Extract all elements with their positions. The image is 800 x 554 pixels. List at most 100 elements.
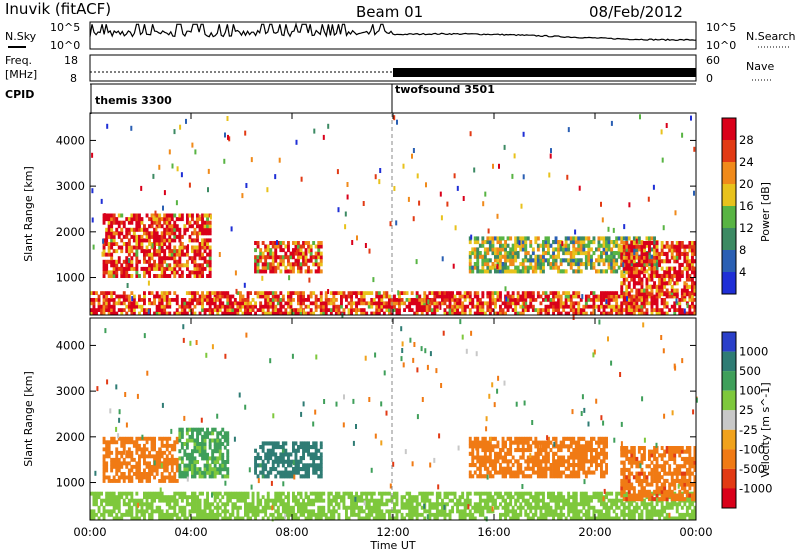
velocity-cell: [516, 498, 520, 503]
velocity-cell: [547, 502, 550, 507]
power-cell: [122, 294, 126, 299]
power-cell: [271, 262, 275, 267]
velocity-cell: [630, 502, 634, 507]
velocity-cell: [488, 495, 492, 500]
power-cell: [120, 245, 124, 250]
velocity-cell: [148, 464, 151, 469]
power-cell: [405, 291, 409, 295]
power-cell: [297, 251, 300, 256]
power-cell: [302, 258, 305, 263]
velocity-cell: [287, 474, 290, 479]
power-cell: [410, 291, 414, 295]
power-cell: [165, 220, 169, 225]
velocity-cell: [140, 498, 144, 503]
velocity-cell: [183, 509, 187, 514]
velocity-cell: [120, 440, 124, 445]
power-cell: [132, 298, 136, 302]
power-cell: [693, 284, 697, 289]
velocity-cell: [486, 505, 490, 510]
power-cell: [105, 294, 109, 299]
power-cell: [433, 294, 437, 299]
velocity-cell: [408, 509, 412, 514]
velocity-cell: [228, 491, 232, 496]
velocity-cell: [150, 509, 154, 514]
power-cell: [491, 298, 495, 302]
power-cell: [173, 252, 177, 257]
power-cell: [481, 304, 485, 309]
power-cell: [284, 265, 288, 270]
velocity-cell: [403, 505, 406, 510]
velocity-cell: [143, 475, 146, 480]
power-cell: [201, 304, 204, 309]
power-cell: [519, 247, 523, 252]
velocity-cell: [289, 463, 293, 468]
power-echo: [198, 214, 201, 220]
power-cell: [264, 301, 268, 306]
power-cell: [693, 266, 697, 271]
velocity-cell: [372, 516, 376, 521]
velocity-cell: [193, 427, 197, 432]
power-cell: [145, 249, 149, 254]
power-echo: [623, 224, 626, 230]
power-cell: [365, 291, 369, 295]
velocity-cell: [138, 443, 141, 448]
power-cell: [208, 298, 212, 302]
power-cell: [125, 259, 129, 264]
power-cell: [602, 269, 606, 274]
velocity-cell: [476, 502, 480, 507]
velocity-cell: [466, 512, 470, 517]
velocity-cell: [284, 452, 288, 457]
power-cell: [279, 258, 283, 263]
velocity-cell: [165, 457, 169, 462]
velocity-cell: [569, 516, 573, 521]
velocity-cell: [685, 512, 689, 517]
power-cell: [107, 291, 111, 295]
velocity-cell: [130, 450, 134, 455]
power-cell: [107, 217, 111, 222]
power-cell: [584, 301, 588, 306]
velocity-cell: [145, 454, 149, 459]
power-cell: [201, 238, 204, 243]
power-echo: [548, 172, 551, 178]
power-cell: [468, 269, 472, 274]
velocity-cell: [198, 431, 202, 436]
power-cell: [90, 301, 93, 306]
power-cell: [292, 248, 295, 253]
power-cell: [425, 308, 429, 312]
power-cell: [284, 255, 288, 260]
power-cell: [632, 308, 636, 312]
power-cell: [488, 243, 492, 248]
power-echo: [234, 270, 237, 276]
power-cell: [691, 284, 694, 289]
velocity-cell: [655, 512, 659, 517]
power-cell: [125, 217, 129, 222]
velocity-cell: [415, 498, 419, 503]
power-cell: [102, 274, 106, 278]
power-cell: [478, 304, 482, 309]
velocity-cell: [115, 512, 119, 517]
velocity-cell: [170, 447, 174, 452]
power-cell: [516, 251, 520, 256]
velocity-cell: [562, 502, 566, 507]
power-cell: [466, 304, 470, 309]
power-cell: [158, 266, 162, 271]
power-echo: [300, 176, 303, 182]
velocity-cell: [180, 442, 184, 446]
velocity-cell: [650, 509, 654, 514]
power-cell: [122, 234, 126, 239]
velocity-cell: [105, 447, 109, 452]
velocity-cell: [173, 440, 177, 445]
power-cell: [635, 266, 639, 271]
power-cell: [143, 256, 146, 261]
power-cell: [640, 244, 644, 249]
velocity-cell: [193, 502, 197, 507]
velocity-cell: [413, 498, 417, 503]
velocity-cell: [218, 491, 222, 496]
velocity-cell: [400, 505, 404, 510]
power-cell: [509, 254, 513, 259]
power-cell: [324, 291, 328, 295]
velocity-cell: [206, 431, 209, 436]
power-cell: [524, 304, 528, 309]
velocity-cell: [428, 498, 432, 503]
power-cell: [476, 301, 480, 306]
